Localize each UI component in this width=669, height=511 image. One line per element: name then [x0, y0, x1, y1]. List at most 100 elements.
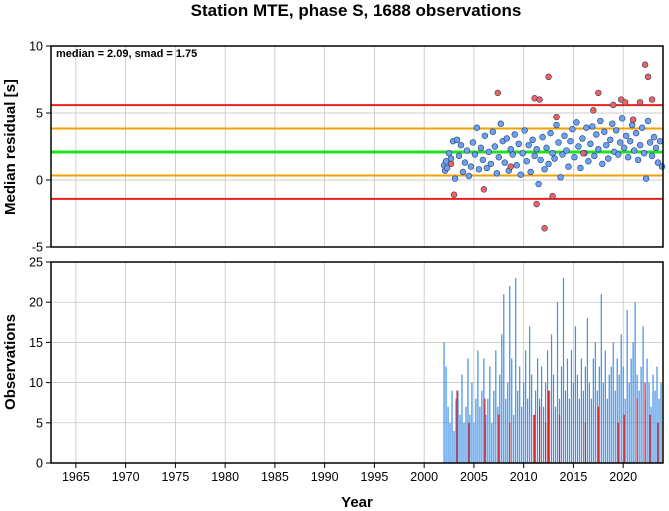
x-tick-label: 2020 [609, 470, 637, 484]
observation-bar [580, 358, 582, 463]
residual-point [465, 172, 473, 180]
y-tick-label: 25 [29, 256, 43, 270]
residual-point [545, 73, 552, 81]
observation-bar [623, 414, 625, 463]
observation-bar [485, 414, 487, 463]
residual-point [483, 164, 491, 172]
observation-bar [453, 430, 455, 463]
x-tick-label: 1990 [311, 470, 339, 484]
residual-point [597, 117, 604, 125]
residual-points [440, 61, 666, 232]
observation-bar [451, 390, 453, 463]
observation-bar [540, 366, 543, 463]
residual-point [593, 131, 600, 138]
y-tick-label: 20 [29, 296, 43, 310]
residual-point [529, 136, 536, 144]
residual-point [626, 137, 634, 145]
observation-bar [618, 374, 620, 463]
observation-bar [642, 326, 644, 463]
observation-bar [467, 358, 469, 463]
observation-bar [507, 382, 509, 463]
observation-bar [636, 398, 638, 463]
x-axis-label: Year [341, 494, 373, 511]
observation-bar [465, 406, 467, 463]
observation-bar [566, 358, 569, 463]
y-tick-label: 5 [36, 416, 43, 430]
residual-point [447, 155, 455, 162]
residual-point [461, 159, 469, 166]
residual-point [605, 155, 612, 162]
observation-bar [584, 366, 586, 463]
observation-bar [503, 294, 505, 463]
y-tick-label: 10 [29, 40, 43, 54]
observation-bar [447, 406, 449, 463]
residual-point [555, 139, 562, 146]
observation-bar [657, 422, 659, 463]
residual-point [509, 151, 516, 158]
observation-bar [592, 358, 594, 463]
residual-point [599, 160, 606, 168]
residual-point [475, 166, 483, 173]
observation-bar [469, 414, 471, 463]
residual-point [473, 124, 481, 131]
observation-bar [547, 390, 550, 463]
residual-point [447, 160, 455, 168]
residual-point [469, 139, 477, 146]
y-tick-label: 0 [36, 174, 43, 188]
residual-point [650, 133, 658, 141]
residual-point [557, 174, 564, 181]
residual-point [549, 192, 556, 200]
observation-bar [586, 318, 588, 463]
residual-point [618, 115, 626, 122]
residual-point [480, 186, 488, 193]
residual-point [489, 128, 497, 135]
observation-bar [582, 390, 584, 463]
observation-bar [550, 334, 553, 463]
observation-bar [578, 398, 581, 463]
residual-point [553, 113, 560, 121]
residual-point [527, 168, 534, 176]
residual-point [632, 129, 640, 137]
observation-bar [487, 398, 489, 463]
observation-bar [534, 414, 536, 463]
residual-point [565, 163, 572, 170]
residual-point [549, 150, 556, 157]
observation-bar [459, 414, 461, 463]
residual-point [467, 163, 475, 170]
residual-point [607, 136, 614, 144]
residual-point [536, 96, 543, 103]
residual-point [459, 168, 467, 176]
observation-bar [473, 422, 475, 463]
observation-bar [572, 382, 575, 463]
observation-bar [537, 358, 539, 463]
residual-point [577, 164, 584, 172]
residual-point [513, 162, 520, 169]
residual-point [507, 163, 514, 170]
residual-point [640, 150, 648, 157]
observation-bar [564, 390, 567, 463]
observation-bar [650, 406, 652, 463]
observation-bar [509, 422, 511, 463]
residual-point [451, 175, 459, 182]
residual-point [445, 150, 453, 157]
residual-point [487, 160, 495, 168]
residual-point [493, 170, 501, 177]
observation-bar [517, 390, 519, 463]
observation-bar [479, 406, 481, 463]
residual-point [646, 139, 654, 146]
y-tick-label: 0 [36, 457, 43, 471]
observation-bar [596, 390, 598, 463]
residual-point [495, 154, 503, 161]
residual-point [561, 132, 568, 139]
residual-point [455, 152, 463, 160]
residual-point [658, 163, 666, 170]
observation-bar [560, 366, 563, 463]
observation-bar [628, 382, 630, 463]
residual-point [634, 156, 642, 164]
residual-point [656, 137, 664, 145]
residual-point [622, 132, 630, 139]
residual-point [535, 180, 542, 188]
observation-bar [499, 374, 501, 463]
